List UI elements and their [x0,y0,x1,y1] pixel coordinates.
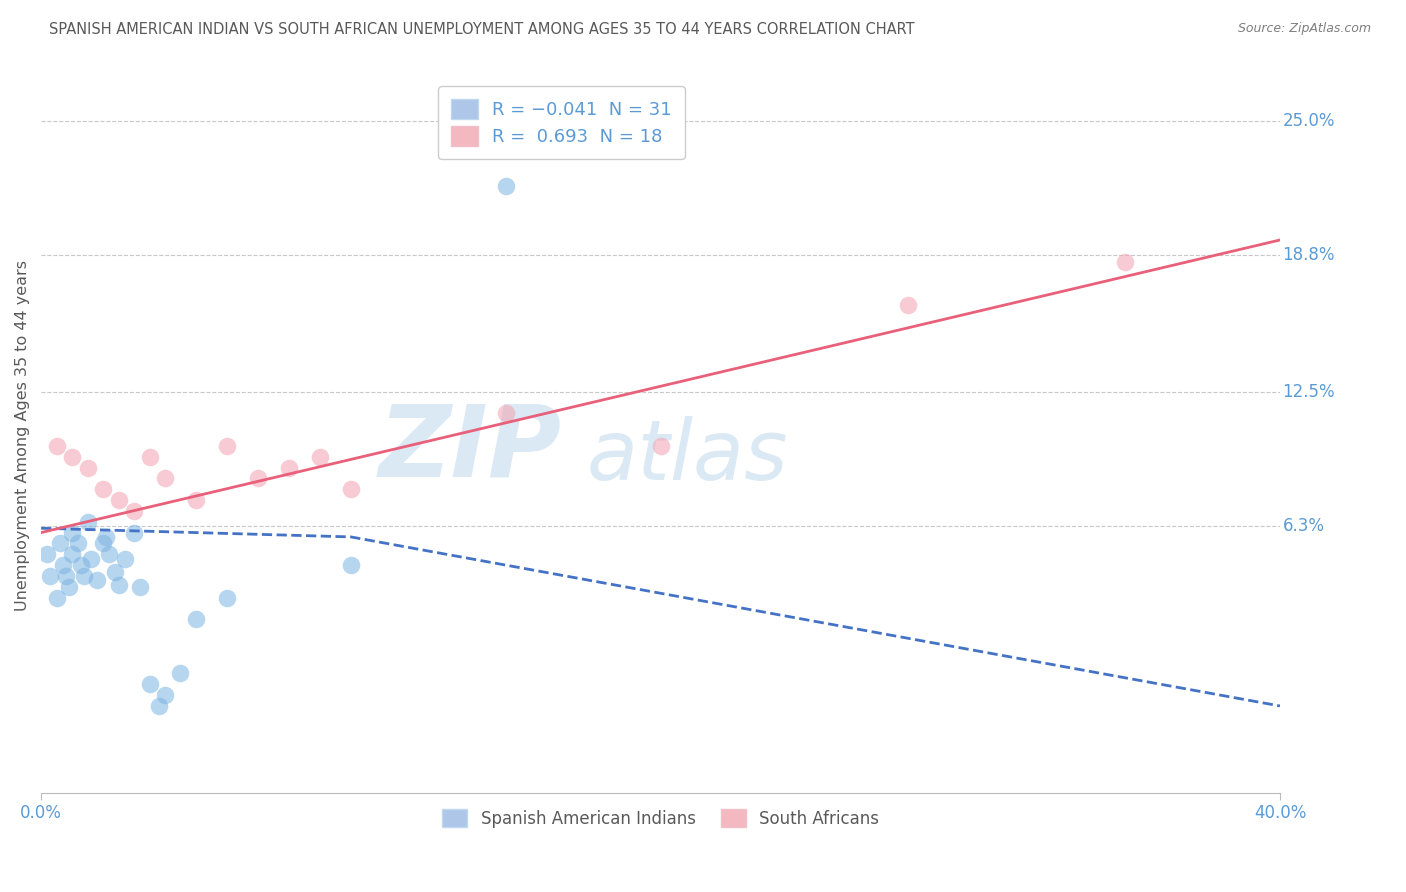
Point [340,558,363,573]
Point [58,580,80,594]
Point [897,298,920,312]
Point [107,493,129,508]
Point [91,536,114,550]
Point [148,698,170,713]
Point [1114,254,1136,268]
Point [129,580,152,594]
Point [37,547,59,561]
Point [79,551,101,566]
Point [153,471,176,485]
Point [138,677,160,691]
Point [277,460,299,475]
Point [98,547,121,561]
Point [86,574,108,588]
Point [153,688,176,702]
Point [107,577,129,591]
Point [52,558,75,573]
Text: 6.3%: 6.3% [1282,517,1324,535]
Text: 12.5%: 12.5% [1282,383,1336,401]
Point [48,536,70,550]
Legend: Spanish American Indians, South Africans: Spanish American Indians, South Africans [436,803,886,834]
Point [60,525,83,540]
Point [76,460,98,475]
Point [650,439,672,453]
Text: Source: ZipAtlas.com: Source: ZipAtlas.com [1237,22,1371,36]
Point [495,178,517,193]
Point [55,569,77,583]
Point [122,504,145,518]
Point [76,515,98,529]
Point [138,450,160,464]
Point [184,493,207,508]
Point [495,406,517,420]
Point [60,547,83,561]
Point [340,482,363,496]
Point [73,569,96,583]
Point [60,450,83,464]
Y-axis label: Unemployment Among Ages 35 to 44 years: Unemployment Among Ages 35 to 44 years [15,260,30,610]
Point [104,565,127,579]
Point [246,471,269,485]
Point [94,530,117,544]
Text: 25.0%: 25.0% [1282,112,1334,130]
Point [122,525,145,540]
Point [45,591,67,605]
Text: atlas: atlas [586,416,787,497]
Text: ZIP: ZIP [378,401,561,498]
Point [45,439,67,453]
Text: 18.8%: 18.8% [1282,246,1334,264]
Point [215,439,238,453]
Point [70,558,93,573]
Point [308,450,330,464]
Point [215,591,238,605]
Point [91,482,114,496]
Point [169,666,191,681]
Point [114,551,136,566]
Point [67,536,90,550]
Point [39,569,62,583]
Text: SPANISH AMERICAN INDIAN VS SOUTH AFRICAN UNEMPLOYMENT AMONG AGES 35 TO 44 YEARS : SPANISH AMERICAN INDIAN VS SOUTH AFRICAN… [49,22,915,37]
Point [184,612,207,626]
